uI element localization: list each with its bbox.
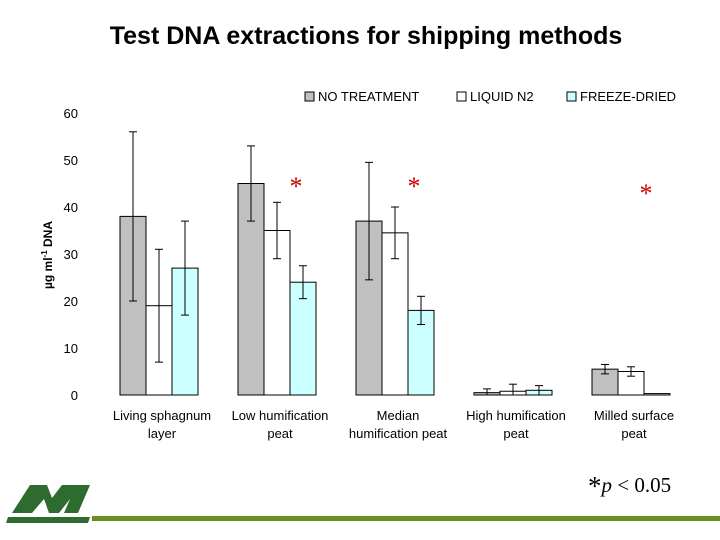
- logo-mark: [12, 485, 90, 513]
- legend-swatch: [304, 91, 315, 102]
- legend-label: NO TREATMENT: [318, 89, 419, 104]
- p-threshold: < 0.05: [612, 473, 672, 497]
- slide-title: Test DNA extractions for shipping method…: [109, 22, 623, 50]
- error-bar: [299, 265, 307, 300]
- significance-markers: * * *: [290, 172, 653, 208]
- y-tick-label: 20: [64, 294, 78, 309]
- x-tick-label-line: Median: [377, 408, 420, 423]
- y-tick-label: 30: [64, 247, 78, 262]
- footer-line: [92, 516, 720, 521]
- svg-text:µg ml-1 DNA: µg ml-1 DNA: [40, 221, 55, 289]
- y-axis-ticks: 0 10 20 30 40 50 60: [64, 106, 78, 403]
- error-bar: [129, 131, 137, 302]
- x-tick-label: Living sphagnum layer: [113, 408, 211, 441]
- legend-swatch: [456, 91, 467, 102]
- error-bar: [181, 220, 189, 316]
- significance-asterisk: *: [640, 179, 653, 208]
- error-bars: [129, 131, 635, 396]
- error-bar: [535, 385, 543, 396]
- company-logo: [6, 485, 720, 523]
- legend-item: NO TREATMENT: [304, 89, 419, 104]
- legend-item: FREEZE-DRIED: [566, 89, 676, 104]
- y-axis-label-dna: DNA: [41, 221, 55, 251]
- legend-label: LIQUID N2: [470, 89, 534, 104]
- significance-asterisk: *: [290, 172, 303, 201]
- error-bar: [627, 366, 635, 377]
- x-tick-label-line: Low humification: [232, 408, 329, 423]
- bar-freeze-dried: [289, 281, 317, 396]
- y-axis-label-sup: -1: [40, 250, 49, 258]
- error-bar: [155, 248, 163, 363]
- y-tick-label: 0: [71, 388, 78, 403]
- x-tick-label-line: Living sphagnum: [113, 408, 211, 423]
- y-tick-label: 40: [64, 200, 78, 215]
- x-tick-label-line: humification peat: [349, 426, 448, 441]
- x-tick-label-line: layer: [148, 426, 177, 441]
- x-tick-label-line: peat: [503, 426, 529, 441]
- x-tick-label: Milled surface peat: [594, 408, 674, 441]
- error-bar: [391, 206, 399, 260]
- y-tick-label: 10: [64, 341, 78, 356]
- error-bar: [601, 363, 609, 375]
- x-axis-labels: Living sphagnum layer Low humification peat…: [113, 408, 674, 441]
- legend-label: FREEZE-DRIED: [580, 89, 676, 104]
- p-value-note: *p < 0.05: [588, 468, 672, 501]
- y-tick-label: 50: [64, 153, 78, 168]
- p-asterisk: *: [588, 471, 602, 501]
- legend: NO TREATMENT LIQUID N2 FREEZE-DRIED: [304, 89, 676, 104]
- error-bar: [273, 201, 281, 260]
- y-tick-label: 60: [64, 106, 78, 121]
- x-tick-label-line: peat: [267, 426, 293, 441]
- y-axis-label-g: g ml: [41, 257, 55, 282]
- logo-underline: [6, 517, 90, 523]
- x-tick-label-line: Milled surface: [594, 408, 674, 423]
- error-bar: [483, 388, 491, 396]
- x-tick-label: Median humification peat: [349, 408, 448, 441]
- error-bar: [365, 161, 373, 281]
- error-bar: [247, 145, 255, 222]
- x-tick-label: High humification peat: [466, 408, 566, 441]
- legend-item: LIQUID N2: [456, 89, 534, 104]
- error-bar: [509, 383, 517, 396]
- p-letter: p: [601, 473, 613, 497]
- y-axis-label: µg ml-1 DNA: [40, 221, 55, 289]
- bar-chart: µg ml-1 DNA 0 10 20 30 40 50 60 Living sphagnu…: [40, 89, 676, 441]
- bar-freeze-dried: [643, 393, 671, 396]
- y-axis-label-mu: µ: [41, 282, 55, 289]
- error-bar: [417, 295, 425, 325]
- x-tick-label-line: peat: [621, 426, 647, 441]
- x-tick-label: Low humification peat: [232, 408, 329, 441]
- legend-swatch: [566, 91, 577, 102]
- x-tick-label-line: High humification: [466, 408, 566, 423]
- significance-asterisk: *: [408, 172, 421, 201]
